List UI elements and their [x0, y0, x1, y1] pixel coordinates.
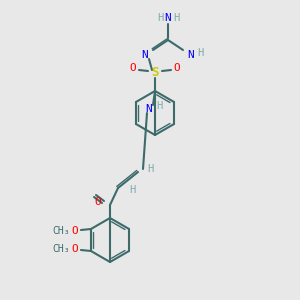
Text: H: H — [197, 48, 203, 58]
Text: H: H — [157, 13, 163, 23]
Text: N: N — [142, 50, 148, 60]
Text: O: O — [174, 63, 180, 73]
Text: N: N — [188, 50, 194, 60]
Text: H: H — [173, 13, 179, 23]
Text: O: O — [130, 63, 136, 73]
Text: N: N — [146, 104, 152, 114]
Text: O: O — [72, 226, 78, 236]
Text: N: N — [165, 13, 171, 23]
Text: S: S — [151, 67, 159, 80]
Text: CH₃: CH₃ — [52, 244, 70, 254]
Text: O: O — [94, 197, 101, 207]
Text: CH₃: CH₃ — [52, 226, 70, 236]
Text: H: H — [156, 101, 162, 111]
Text: O: O — [72, 244, 78, 254]
Text: H: H — [147, 164, 153, 174]
Text: H: H — [129, 185, 135, 195]
